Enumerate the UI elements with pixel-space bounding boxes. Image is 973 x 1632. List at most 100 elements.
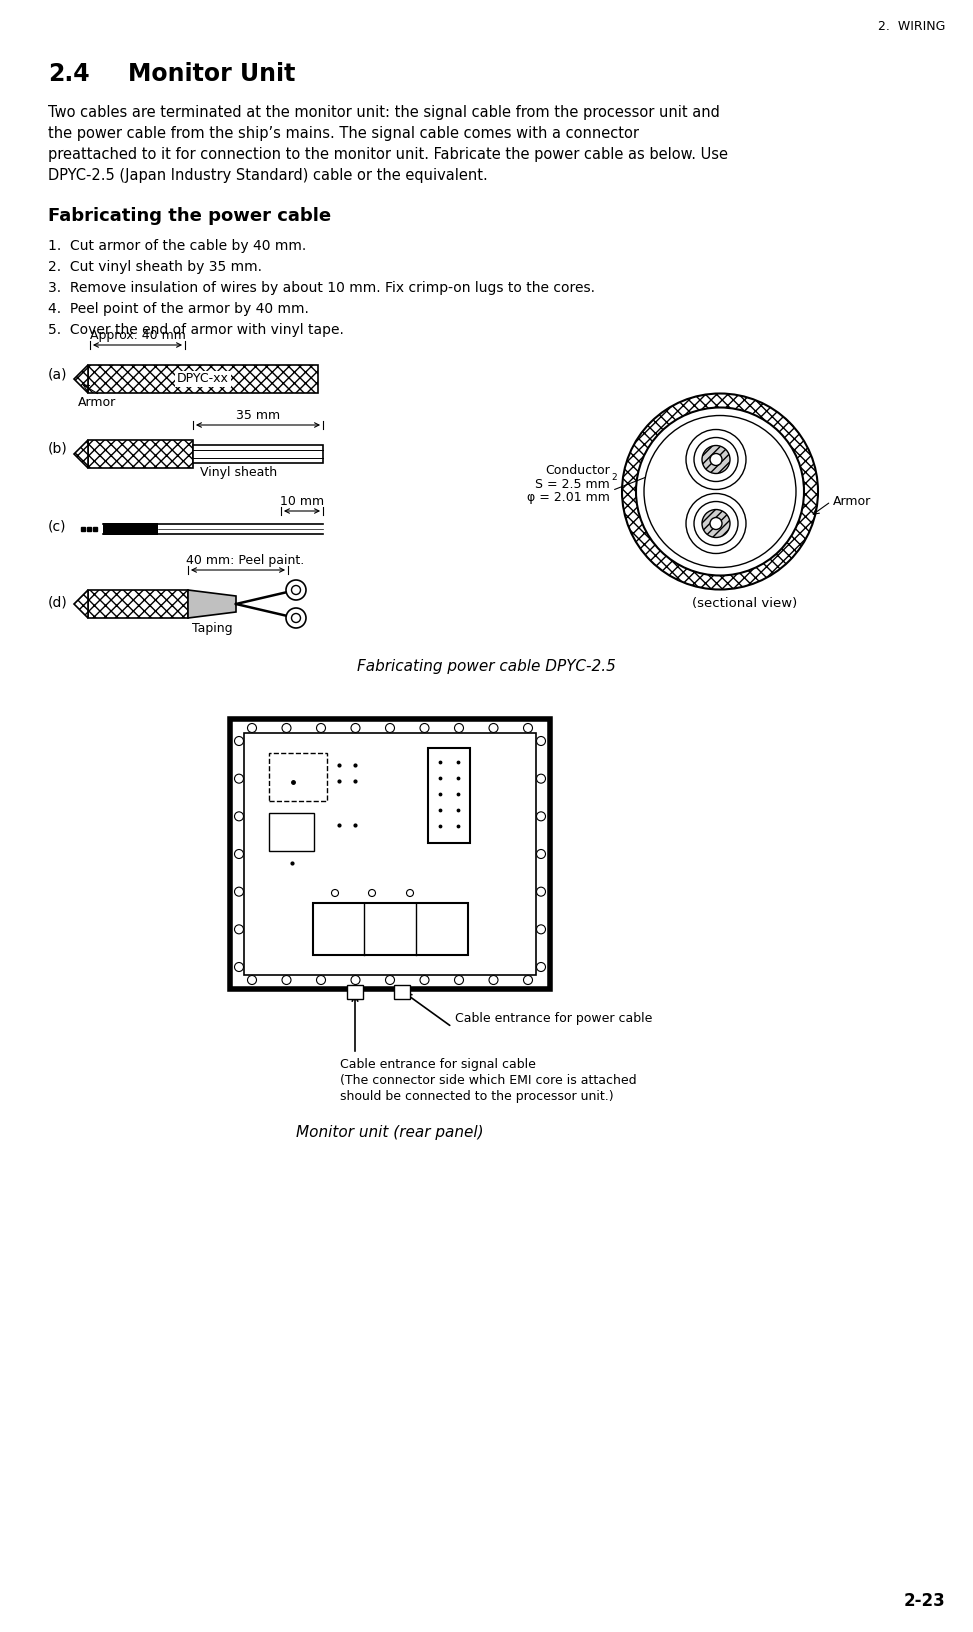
Bar: [269, 813, 314, 850]
Circle shape: [316, 723, 326, 733]
Circle shape: [622, 393, 818, 589]
Circle shape: [523, 723, 532, 733]
Polygon shape: [188, 591, 236, 619]
Text: 2.  WIRING: 2. WIRING: [878, 20, 945, 33]
Polygon shape: [74, 366, 88, 393]
Text: 2: 2: [611, 473, 617, 483]
Text: preattached to it for connection to the monitor unit. Fabricate the power cable : preattached to it for connection to the …: [48, 147, 728, 162]
Circle shape: [536, 774, 546, 783]
Bar: [193, 446, 323, 463]
Circle shape: [710, 454, 722, 465]
Bar: [428, 747, 470, 844]
Circle shape: [702, 446, 730, 473]
Text: 10 mm: 10 mm: [280, 494, 324, 508]
Text: DPYC-xx: DPYC-xx: [177, 372, 229, 385]
Circle shape: [247, 723, 257, 733]
Circle shape: [351, 976, 360, 984]
Text: (b): (b): [48, 442, 68, 455]
Circle shape: [234, 850, 243, 858]
Text: Fabricating power cable DPYC-2.5: Fabricating power cable DPYC-2.5: [356, 659, 616, 674]
Text: (The connector side which EMI core is attached: (The connector side which EMI core is at…: [340, 1074, 636, 1087]
Text: 2.4: 2.4: [48, 62, 90, 86]
Text: 40 mm: Peel paint.: 40 mm: Peel paint.: [186, 553, 305, 566]
Text: 5.  Cover the end of armor with vinyl tape.: 5. Cover the end of armor with vinyl tap…: [48, 323, 343, 336]
Text: (sectional view): (sectional view): [693, 597, 798, 610]
Bar: [312, 902, 467, 955]
Circle shape: [536, 811, 546, 821]
Bar: [88, 441, 193, 468]
Text: φ = 2.01 mm: φ = 2.01 mm: [527, 491, 610, 504]
Text: Cable entrance for power cable: Cable entrance for power cable: [455, 1012, 652, 1025]
Circle shape: [369, 889, 376, 896]
Circle shape: [286, 609, 306, 628]
Text: 3.  Remove insulation of wires by about 10 mm. Fix crimp-on lugs to the cores.: 3. Remove insulation of wires by about 1…: [48, 281, 595, 295]
Text: Armor: Armor: [833, 494, 871, 508]
Circle shape: [316, 976, 326, 984]
Circle shape: [234, 963, 243, 971]
Text: the power cable from the ship’s mains. The signal cable comes with a connector: the power cable from the ship’s mains. T…: [48, 126, 639, 140]
Circle shape: [407, 889, 414, 896]
Bar: [244, 733, 536, 974]
Circle shape: [420, 976, 429, 984]
Text: Vinyl sheath: Vinyl sheath: [199, 467, 277, 480]
Text: 1.  Cut armor of the cable by 40 mm.: 1. Cut armor of the cable by 40 mm.: [48, 238, 306, 253]
Text: Taping: Taping: [192, 622, 233, 635]
Circle shape: [686, 429, 746, 490]
Circle shape: [385, 723, 394, 733]
Bar: [103, 522, 158, 535]
Circle shape: [644, 416, 796, 568]
Text: (d): (d): [48, 596, 68, 609]
Text: Two cables are terminated at the monitor unit: the signal cable from the process: Two cables are terminated at the monitor…: [48, 104, 720, 121]
Text: Fabricating the power cable: Fabricating the power cable: [48, 207, 331, 225]
Circle shape: [489, 976, 498, 984]
Bar: [230, 720, 550, 989]
Circle shape: [536, 850, 546, 858]
Text: DPYC-2.5 (Japan Industry Standard) cable or the equivalent.: DPYC-2.5 (Japan Industry Standard) cable…: [48, 168, 487, 183]
Circle shape: [292, 614, 301, 622]
Circle shape: [694, 437, 738, 481]
Circle shape: [702, 509, 730, 537]
Text: 35 mm: 35 mm: [235, 410, 280, 423]
Text: should be connected to the processor unit.): should be connected to the processor uni…: [340, 1090, 614, 1103]
Circle shape: [282, 723, 291, 733]
Circle shape: [694, 501, 738, 545]
Circle shape: [234, 774, 243, 783]
Text: Cable entrance for signal cable: Cable entrance for signal cable: [340, 1058, 536, 1071]
Text: 2.  Cut vinyl sheath by 35 mm.: 2. Cut vinyl sheath by 35 mm.: [48, 259, 262, 274]
Text: 2-23: 2-23: [903, 1591, 945, 1611]
Circle shape: [234, 925, 243, 934]
Text: Approx. 40 mm: Approx. 40 mm: [90, 330, 186, 343]
Text: S = 2.5 mm: S = 2.5 mm: [535, 478, 610, 491]
Polygon shape: [74, 441, 88, 468]
Circle shape: [420, 723, 429, 733]
Circle shape: [351, 723, 360, 733]
Circle shape: [489, 723, 498, 733]
Circle shape: [536, 736, 546, 746]
Bar: [88, 591, 188, 619]
Circle shape: [234, 811, 243, 821]
Circle shape: [523, 976, 532, 984]
Circle shape: [332, 889, 339, 896]
Bar: [394, 986, 410, 999]
Circle shape: [286, 579, 306, 601]
Circle shape: [636, 408, 804, 576]
Polygon shape: [74, 591, 88, 619]
Text: (a): (a): [48, 367, 67, 380]
Bar: [269, 752, 327, 801]
Circle shape: [686, 493, 746, 553]
Circle shape: [292, 586, 301, 594]
Circle shape: [710, 517, 722, 529]
Circle shape: [234, 736, 243, 746]
Circle shape: [536, 888, 546, 896]
Text: Conductor: Conductor: [545, 463, 610, 477]
Circle shape: [454, 976, 463, 984]
Bar: [347, 986, 363, 999]
Circle shape: [234, 888, 243, 896]
Text: Monitor Unit: Monitor Unit: [128, 62, 296, 86]
Circle shape: [536, 963, 546, 971]
Bar: [88, 366, 318, 393]
Circle shape: [282, 976, 291, 984]
Circle shape: [454, 723, 463, 733]
Text: (c): (c): [48, 521, 66, 534]
Text: Monitor unit (rear panel): Monitor unit (rear panel): [296, 1124, 484, 1141]
